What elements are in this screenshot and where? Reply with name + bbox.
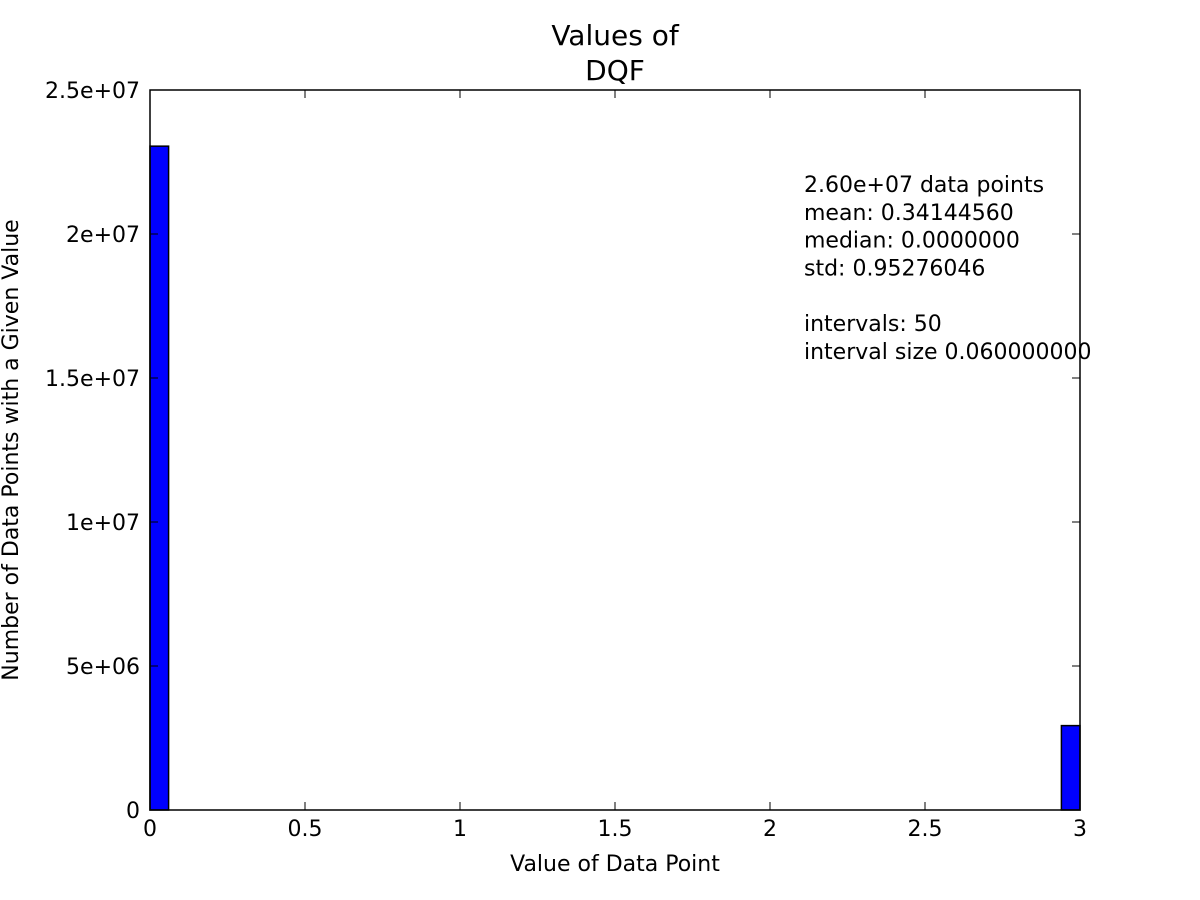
x-tick-label: 1.5 [598, 817, 633, 842]
y-tick-labels: 0 5e+06 1e+07 1.5e+07 2e+07 2.5e+07 [45, 79, 140, 824]
chart-title: Values of DQF [551, 19, 680, 87]
y-tick-label: 2.5e+07 [45, 79, 140, 104]
x-tick-labels: 0 0.5 1 1.5 2 2.5 3 [143, 817, 1087, 842]
chart-title-line-1: Values of [551, 19, 680, 52]
x-tick-label: 1 [453, 817, 467, 842]
stats-line: median: 0.0000000 [804, 229, 1020, 254]
y-tick-label: 1e+07 [66, 511, 140, 536]
y-tick-label: 0 [126, 799, 140, 824]
stats-line: 2.60e+07 data points [804, 173, 1044, 198]
x-tick-label: 2.5 [908, 817, 943, 842]
histogram-bar [149, 145, 170, 811]
y-axis-label: Number of Data Points with a Given Value [0, 219, 24, 680]
y-tick-label: 1.5e+07 [45, 367, 140, 392]
y-tick-label: 2e+07 [66, 223, 140, 248]
stats-line: mean: 0.34144560 [804, 201, 1014, 226]
stats-line: std: 0.95276046 [804, 256, 985, 281]
chart-title-line-2: DQF [585, 54, 645, 87]
stats-annotation: 2.60e+07 data points mean: 0.34144560 medi… [804, 173, 1091, 365]
stats-line: interval size 0.060000000 [804, 340, 1091, 365]
x-tick-label: 3 [1073, 817, 1087, 842]
x-tick-label: 2 [763, 817, 777, 842]
plot-frame [149, 89, 1081, 811]
x-tick-label: 0.5 [288, 817, 323, 842]
axis-ticks [149, 89, 1081, 811]
x-tick-label: 0 [143, 817, 157, 842]
x-axis-label: Value of Data Point [510, 852, 720, 877]
y-tick-label: 5e+06 [66, 655, 140, 680]
histogram-bar [1060, 724, 1081, 811]
stats-line: intervals: 50 [804, 312, 942, 337]
